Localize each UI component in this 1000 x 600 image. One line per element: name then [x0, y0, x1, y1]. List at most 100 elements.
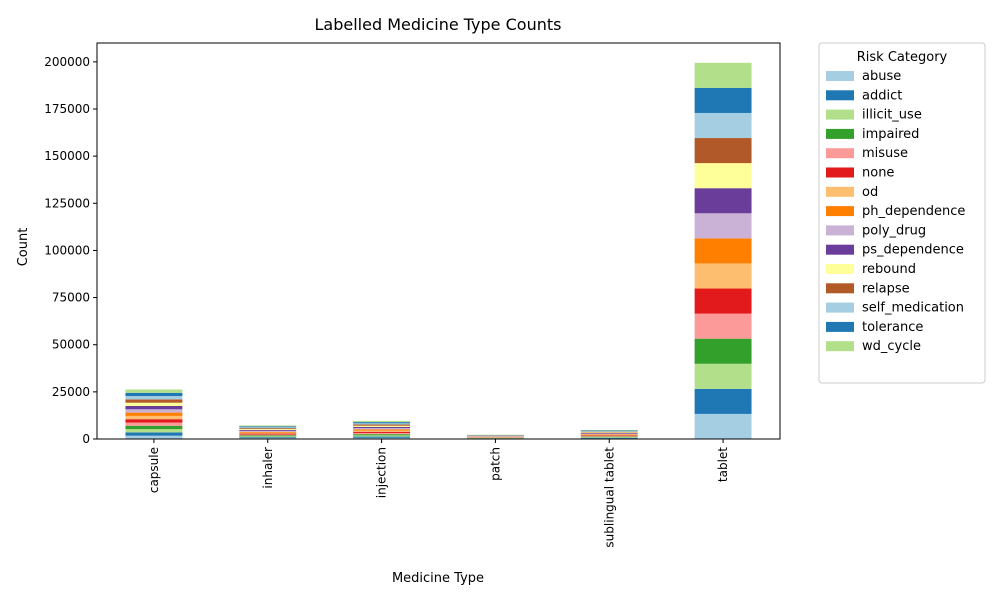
x-tick-label: sublingual tablet	[602, 447, 616, 548]
bar-segment-self_medication	[239, 427, 297, 429]
bar-segment-abuse	[694, 413, 752, 439]
bar-segment-none	[580, 435, 638, 436]
bar-segment-od	[353, 430, 411, 432]
bar-segment-none	[125, 419, 183, 423]
legend-label-addict: addict	[862, 88, 902, 103]
bar-segment-od	[580, 434, 638, 436]
bar-segment-impaired	[353, 434, 411, 436]
bar-segment-rebound	[580, 432, 638, 433]
legend-swatch-wd_cycle	[826, 341, 854, 352]
legend-label-relapse: relapse	[862, 281, 910, 296]
y-tick-label: 25000	[52, 385, 90, 399]
legend-frame	[818, 42, 986, 384]
bar-segment-addict	[353, 436, 411, 438]
bar-segment-ph_dependence	[239, 431, 297, 433]
legend-swatch-rebound	[826, 264, 854, 274]
bar-segment-self_medication	[353, 423, 411, 425]
bar-segment-tolerance	[353, 422, 411, 424]
legend-swatch-poly_drug	[826, 225, 854, 236]
bar-segment-misuse	[580, 435, 638, 437]
bar-segment-ps_dependence	[239, 429, 297, 431]
legend-swatch-addict	[826, 90, 854, 101]
bar-segment-poly_drug	[353, 428, 411, 430]
bar-segment-self_medication	[125, 396, 183, 400]
x-axis-label: Medicine Type	[392, 571, 484, 586]
x-tick-label: inhaler	[261, 447, 275, 489]
bar-segment-rebound	[239, 429, 297, 430]
legend-label-illicit_use: illicit_use	[862, 108, 922, 123]
bar-segment-addict	[580, 437, 638, 439]
bar-segment-addict	[125, 432, 183, 436]
bar-segment-rebound	[125, 402, 183, 406]
y-tick-label: 200000	[44, 55, 90, 69]
bar-segment-misuse	[125, 422, 183, 426]
legend-swatch-relapse	[826, 283, 854, 294]
legend: Risk Category abuse addict illicit_useimpa…	[818, 42, 986, 384]
legend-swatch-self_medication	[826, 302, 854, 313]
legend-swatch-impaired	[826, 128, 854, 139]
bar-segment-addict	[694, 388, 752, 414]
bar-segment-ps_dependence	[694, 188, 752, 214]
bar-segment-impaired	[580, 436, 638, 438]
bar-segment-poly_drug	[694, 213, 752, 239]
legend-swatch-none	[826, 167, 854, 178]
y-axis-label: Count	[16, 228, 31, 267]
bar-segment-poly_drug	[125, 409, 183, 413]
bar-segment-relapse	[580, 431, 638, 433]
legend-label-impaired: impaired	[862, 127, 919, 142]
bar-segment-illicit_use	[580, 437, 638, 438]
bar-segment-ps_dependence	[353, 426, 411, 429]
legend-label-self_medication: self_medication	[862, 301, 964, 316]
bar-segment-illicit_use	[125, 429, 183, 433]
bar-segment-misuse	[694, 313, 752, 339]
legend-label-poly_drug: poly_drug	[862, 223, 926, 238]
legend-label-od: od	[862, 185, 878, 200]
bar-segment-ps_dependence	[580, 432, 638, 434]
legend-swatch-ph_dependence	[826, 206, 854, 217]
legend-swatch-tolerance	[826, 321, 854, 332]
bar-segment-relapse	[694, 138, 752, 164]
bar-segment-relapse	[353, 424, 411, 426]
bar-segment-wd_cycle	[694, 62, 752, 88]
bar-segment-misuse	[239, 434, 297, 436]
bar-segment-ph_dependence	[125, 412, 183, 416]
bar-segment-poly_drug	[580, 433, 638, 435]
bar-segment-none	[353, 431, 411, 433]
legend-label-ph_dependence: ph_dependence	[862, 204, 965, 219]
legend-label-rebound: rebound	[862, 262, 916, 277]
y-tick-label: 0	[82, 432, 90, 446]
legend-label-misuse: misuse	[862, 146, 908, 161]
y-tick-label: 75000	[52, 291, 90, 305]
y-tick-label: 175000	[44, 102, 90, 116]
bar-segment-tolerance	[125, 392, 183, 397]
bar-segment-impaired	[694, 338, 752, 364]
bar-segment-impaired	[239, 435, 297, 437]
bar-segment-ph_dependence	[353, 429, 411, 431]
bar-segment-illicit_use	[353, 435, 411, 437]
bar-segment-poly_drug	[239, 430, 297, 432]
axes-group: 0 25000 50000 75000 100000 125000 150000 175000…	[44, 42, 781, 548]
bar-segment-rebound	[353, 425, 411, 427]
bars-group	[125, 62, 752, 439]
bar-segment-self_medication	[580, 431, 638, 432]
legend-label-none: none	[862, 166, 894, 181]
bar-segment-addict	[239, 437, 297, 439]
bar-segment-misuse	[353, 432, 411, 435]
x-tick-label: patch	[488, 447, 502, 481]
legend-label-tolerance: tolerance	[862, 320, 923, 335]
bar-segment-relapse	[239, 428, 297, 430]
legend-label-abuse: abuse	[862, 69, 901, 84]
legend-swatch-abuse	[826, 71, 854, 81]
legend-title: Risk Category	[857, 50, 948, 65]
bar-segment-self_medication	[694, 112, 752, 139]
bar-segment-relapse	[125, 399, 183, 403]
x-tick-label: capsule	[147, 447, 161, 493]
bar-segment-tolerance	[239, 426, 297, 428]
bar-segment-none	[694, 288, 752, 314]
bar-segment-od	[125, 415, 183, 420]
legend-swatch-illicit_use	[826, 109, 854, 120]
y-tick-label: 125000	[44, 196, 90, 210]
bar-segment-rebound	[694, 163, 752, 189]
bar-segment-illicit_use	[694, 363, 752, 389]
